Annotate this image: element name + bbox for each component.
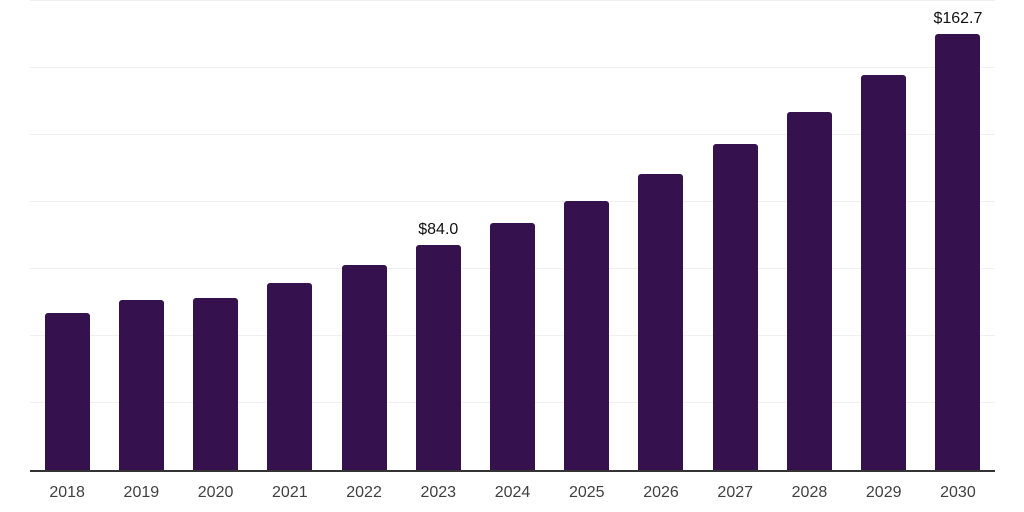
x-axis-labels: 2018 2019 2020 2021 2022 2023 2024 2025 2026 2027… xyxy=(30,484,995,502)
bar-2022 xyxy=(341,264,387,470)
bar-2029 xyxy=(861,74,907,470)
bar-column-2019 xyxy=(104,1,178,470)
bar-2026 xyxy=(638,174,684,470)
bar-column-2018 xyxy=(30,1,104,470)
x-tick-2030: 2030 xyxy=(940,484,976,501)
x-tick-2022: 2022 xyxy=(346,484,382,501)
x-tick-2026: 2026 xyxy=(643,484,679,501)
x-tick-2018: 2018 xyxy=(49,484,85,501)
bar-column-2027 xyxy=(698,1,772,470)
bar-2018 xyxy=(44,312,90,470)
bar-2024 xyxy=(490,222,536,470)
bar-column-2030: $162.7 xyxy=(921,1,995,470)
bar-column-2021 xyxy=(253,1,327,470)
x-tick-2028: 2028 xyxy=(791,484,828,501)
bar-column-2024 xyxy=(475,1,549,470)
gridline-150 xyxy=(30,67,995,68)
bar-2019 xyxy=(118,300,164,470)
x-tick-2029: 2029 xyxy=(865,484,902,501)
gridline-100 xyxy=(30,201,995,202)
x-tick-2024: 2024 xyxy=(494,484,531,501)
bar-2028 xyxy=(786,111,832,470)
plot-area: $84.0 $162.7 xyxy=(30,0,995,472)
bar-column-2023: $84.0 xyxy=(401,1,475,470)
data-label-2030: $162.7 xyxy=(933,9,983,27)
x-axis-line xyxy=(30,470,995,472)
data-label-2023: $84.0 xyxy=(418,220,459,238)
bar-2020 xyxy=(193,297,239,470)
bar-column-2028 xyxy=(772,1,846,470)
bar-column-2025 xyxy=(550,1,624,470)
bar-2027 xyxy=(712,144,758,470)
x-tick-2023: 2023 xyxy=(420,484,457,501)
gridline-125 xyxy=(30,134,995,135)
x-tick-2027: 2027 xyxy=(717,484,754,501)
bar-2030 xyxy=(935,33,981,470)
x-tick-2019: 2019 xyxy=(123,484,160,501)
gridline-175 xyxy=(30,0,995,1)
bar-column-2022 xyxy=(327,1,401,470)
bar-column-2020 xyxy=(178,1,252,470)
bar-2025 xyxy=(564,200,610,470)
bar-column-2026 xyxy=(624,1,698,470)
x-tick-2025: 2025 xyxy=(568,484,605,501)
bar-2023 xyxy=(415,244,461,470)
bar-2021 xyxy=(267,282,313,470)
bar-column-2029 xyxy=(847,1,921,470)
bars-container: $84.0 $162.7 xyxy=(30,1,995,470)
x-tick-2020: 2020 xyxy=(197,484,234,501)
x-tick-2021: 2021 xyxy=(272,484,308,501)
